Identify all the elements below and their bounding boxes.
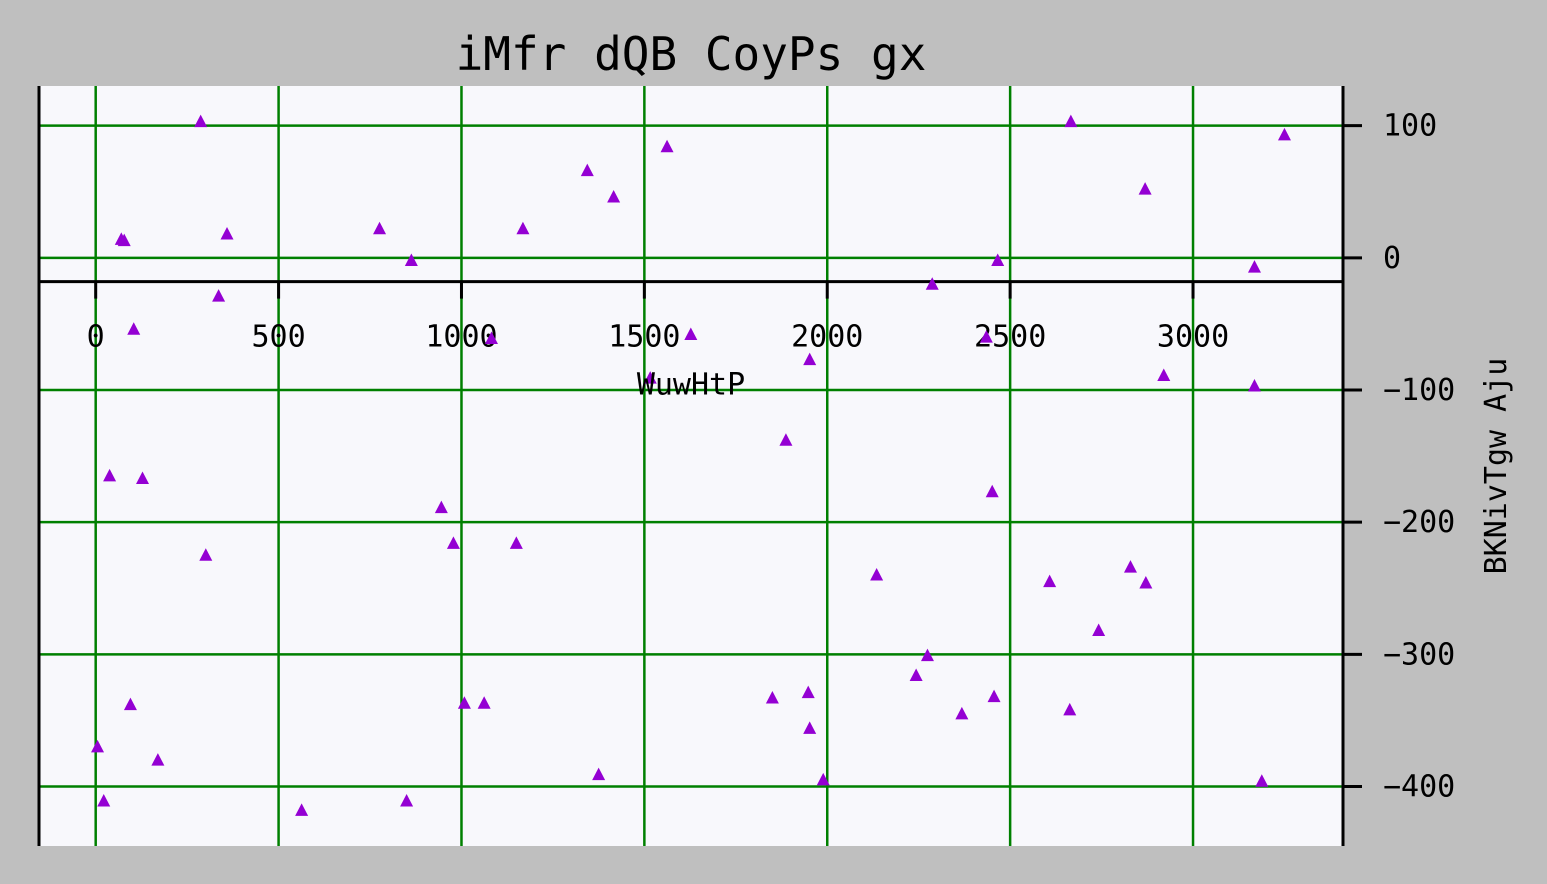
data-point — [103, 468, 117, 482]
data-point — [151, 753, 165, 766]
data-point — [91, 739, 105, 753]
data-point — [194, 114, 208, 128]
data-point — [607, 190, 621, 203]
data-point — [920, 648, 934, 662]
data-point — [925, 277, 939, 290]
data-point — [1092, 623, 1106, 637]
data-point — [477, 696, 491, 709]
data-point — [870, 568, 884, 581]
data-point — [1063, 702, 1077, 716]
data-point — [803, 721, 817, 734]
data-point — [1138, 182, 1152, 195]
y-axis-label: BKNivTgw Aju — [1479, 358, 1514, 575]
data-point — [199, 548, 213, 561]
data-points — [91, 114, 1291, 816]
data-point — [803, 352, 817, 366]
x-tick-label: 3000 — [1157, 320, 1229, 355]
y-tick-label: −400 — [1383, 770, 1455, 805]
data-point — [212, 289, 226, 302]
data-point — [801, 685, 815, 699]
x-tick-label: 0 — [87, 320, 105, 355]
x-tick-label: 500 — [251, 320, 305, 355]
data-point — [446, 536, 460, 549]
x-tick-label: 1000 — [425, 320, 497, 355]
data-point — [1277, 127, 1291, 141]
data-point — [955, 706, 969, 720]
plot-area — [39, 86, 1343, 846]
data-point — [987, 689, 1001, 703]
data-point — [1247, 379, 1261, 392]
data-point — [136, 471, 150, 485]
data-point — [779, 433, 793, 446]
y-axis-ticks: 100 0 −100 −200 −300 −400 — [1343, 109, 1455, 805]
data-point — [1247, 260, 1261, 273]
x-axis-label: WuwHtP — [637, 368, 745, 403]
data-point — [117, 233, 131, 247]
data-point — [400, 794, 414, 807]
x-tick-label: 2000 — [791, 320, 863, 355]
y-tick-label: −200 — [1383, 505, 1455, 540]
data-point — [816, 772, 830, 786]
data-point — [1139, 575, 1153, 589]
y-tick-label: −300 — [1383, 637, 1455, 672]
data-point — [1157, 368, 1171, 381]
data-point — [516, 221, 530, 235]
x-axis-ticks: 0 500 1000 1500 2000 2500 3000 — [87, 281, 1229, 355]
data-point — [991, 253, 1005, 266]
data-point — [985, 484, 999, 498]
x-tick-label: 1500 — [608, 320, 680, 355]
data-point — [1043, 574, 1057, 588]
data-point — [373, 221, 387, 235]
data-point — [127, 322, 141, 335]
data-point — [909, 668, 923, 681]
data-point — [509, 536, 523, 549]
y-tick-label: 0 — [1383, 241, 1401, 276]
data-point — [457, 696, 471, 709]
data-point — [1255, 774, 1269, 787]
data-point — [484, 331, 498, 344]
data-point — [434, 500, 448, 514]
data-point — [1064, 114, 1078, 128]
chart-title: iMfr dQB CoyPs gx — [456, 27, 927, 81]
data-point — [404, 253, 418, 266]
grid-lines — [39, 86, 1343, 846]
y-tick-label: 100 — [1383, 109, 1437, 144]
data-point — [97, 794, 111, 807]
data-point — [979, 330, 993, 343]
y-tick-label: −100 — [1383, 373, 1455, 408]
data-point — [660, 139, 674, 153]
data-point — [765, 690, 779, 704]
data-point — [684, 327, 698, 340]
data-point — [580, 163, 594, 177]
data-point — [123, 697, 137, 711]
data-point — [295, 803, 309, 816]
data-point — [643, 371, 657, 384]
data-point — [1123, 560, 1137, 573]
data-point — [592, 767, 606, 781]
data-point — [220, 227, 234, 240]
